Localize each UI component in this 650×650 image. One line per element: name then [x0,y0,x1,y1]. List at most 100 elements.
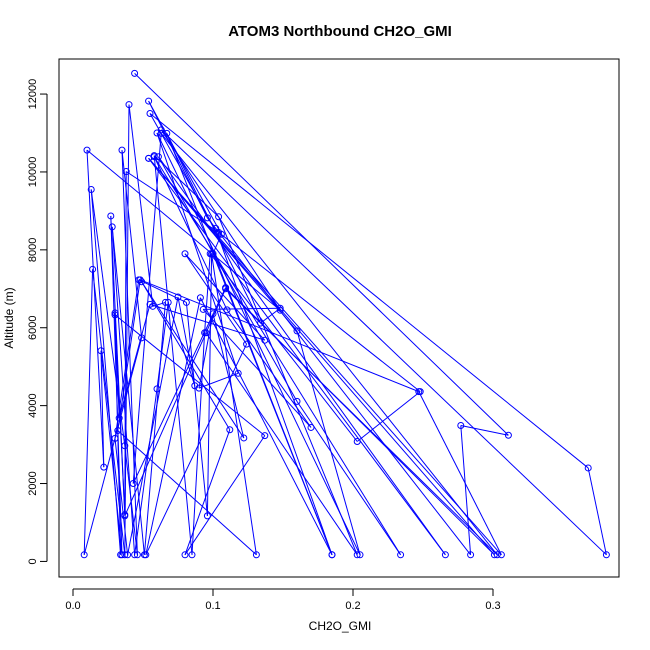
series-segment [226,309,312,428]
series-segment [148,157,502,556]
series-segment [117,430,257,556]
data-point [121,551,129,559]
data-point [457,421,465,429]
series-segment [153,155,219,218]
data-point [83,146,91,154]
data-point [209,310,217,318]
data-point [97,347,105,355]
y-tick-label: 6000 [27,315,39,339]
y-axis: 0 2000 4000 6000 8000 10000 12000 [27,79,48,564]
series-segment [128,104,154,307]
data-point [131,69,139,77]
series-segment [83,269,94,555]
data-point [467,551,475,559]
series-segment [90,189,122,555]
data-point [89,265,97,273]
data-point [356,551,364,559]
data-point [222,285,230,293]
data-point [100,463,108,471]
series-segment [212,313,245,439]
data-point [226,426,234,434]
plot-frame [58,58,620,578]
data-point [145,97,153,105]
series-segment [460,425,509,436]
data-point [157,129,165,137]
series-segment [124,288,227,517]
series-segment [177,296,196,386]
series-segment [157,156,298,402]
data-point [121,442,129,450]
data-point [584,464,592,472]
series-segment [156,132,361,556]
data-point [138,278,146,286]
data-point [223,306,231,314]
series-segment [114,314,120,419]
data-point [164,298,172,306]
series-segment [167,302,196,386]
series-segment [199,297,333,556]
series-segment [143,302,166,555]
series-segment [191,332,206,555]
series-segment [140,279,419,393]
data-point [202,329,210,337]
series-segment [86,150,105,468]
data-point [182,298,190,306]
data-point [353,551,361,559]
series-segment [202,309,312,428]
series-segment [145,297,201,555]
data-point [131,551,139,559]
data-point [203,512,211,520]
x-tick-label: 0.2 [345,600,360,612]
series-segment [211,254,257,555]
data-point [129,480,137,488]
series-segment [149,113,589,469]
series-segment [111,226,145,555]
chart-title: ATOM3 Northbound CH2O_GMI [228,23,452,40]
series-segment [587,467,607,555]
series-segment [100,350,105,468]
data-point [118,146,126,154]
data-point [107,212,115,220]
series-segment [124,171,127,516]
data-point [181,250,189,258]
series-segment [198,372,239,389]
series-segment [160,129,607,556]
data-point [215,228,223,236]
data-point [293,327,301,335]
data-point [203,214,211,222]
data-point [111,309,119,317]
series-segment [90,189,126,446]
data-point [146,300,154,308]
series-segment [138,279,187,303]
series-segment [184,253,248,345]
data-point [196,294,204,302]
series-segment [204,253,211,333]
data-point [161,298,169,306]
data-point [124,551,132,559]
series-segment [157,156,446,556]
series-segment [121,150,143,338]
data-point [154,153,162,161]
data-point [261,336,269,344]
data-point [397,551,405,559]
data-point [138,334,146,342]
series-segment [124,104,130,555]
series-segment [148,100,222,235]
data-point [328,551,336,559]
series-segment [212,234,222,254]
data-point [195,384,203,392]
y-tick-label: 8000 [27,238,39,262]
series-segment [356,391,421,442]
data-point [602,551,610,559]
series-points [80,69,610,559]
series-segment [460,425,472,555]
series-segment [145,343,248,556]
data-point [497,551,505,559]
data-point [133,551,141,559]
series-segment [198,313,214,389]
series-segment [160,129,281,311]
data-point [80,551,88,559]
series-segment [215,228,471,556]
y-tick-label: 12000 [27,79,39,110]
data-point [174,293,182,301]
